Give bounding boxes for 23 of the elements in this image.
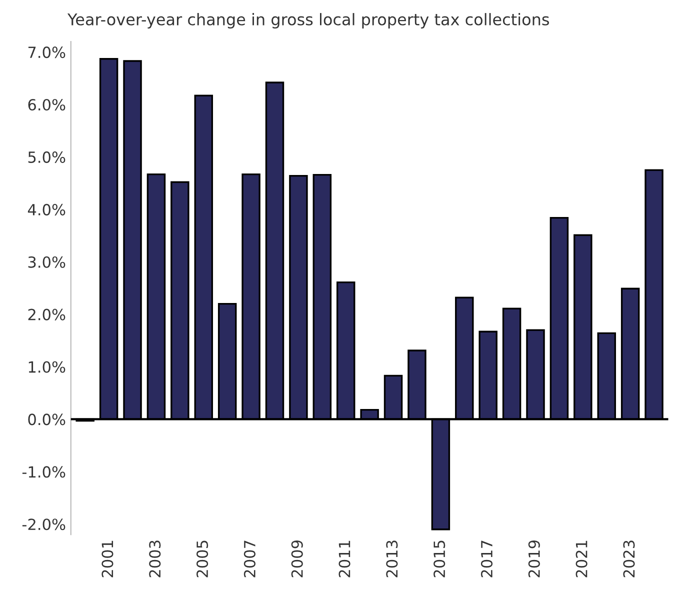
- y-tick-label: 0.0%: [28, 414, 66, 426]
- y-tick-label: 2.0%: [28, 308, 66, 320]
- y-tick-label: 3.0%: [28, 256, 66, 268]
- y-tick-label: -2.0%: [22, 518, 66, 530]
- y-tick-label: 1.0%: [28, 361, 66, 373]
- x-tick-label: 2015: [434, 540, 446, 578]
- x-tick-label: 2003: [149, 540, 161, 578]
- y-tick-label: 5.0%: [28, 151, 66, 163]
- x-tick-label: 2021: [576, 540, 588, 578]
- x-tick-label: 2011: [338, 540, 350, 578]
- x-tick-label: 2023: [623, 540, 635, 578]
- y-tick-label: -1.0%: [22, 466, 66, 478]
- x-tick-label: 2019: [528, 540, 540, 578]
- x-tick-label: 2005: [196, 540, 208, 578]
- x-tick-label: 2009: [291, 540, 303, 578]
- y-tick-label: 7.0%: [28, 46, 66, 58]
- x-tick-label: 2001: [102, 540, 114, 578]
- chart-title: Year-over-year change in gross local property tax collections: [67, 13, 549, 29]
- y-tick-label: 4.0%: [28, 204, 66, 216]
- x-tick-label: 2013: [386, 540, 398, 578]
- y-tick-label: 6.0%: [28, 98, 66, 111]
- x-tick-label: 2017: [480, 540, 493, 578]
- x-tick-label: 2007: [244, 540, 256, 578]
